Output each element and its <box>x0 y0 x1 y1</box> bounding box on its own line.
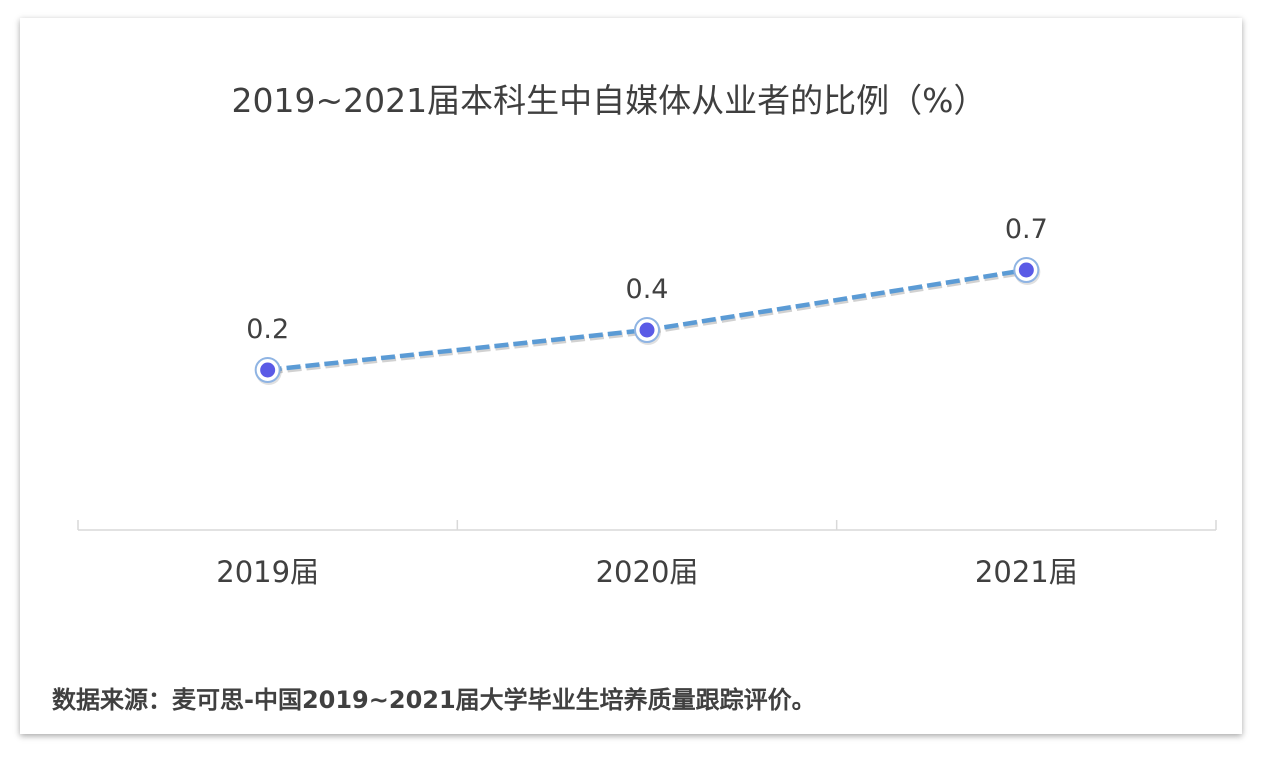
source-note: 数据来源：麦可思-中国2019~2021届大学毕业生培养质量跟踪评价。 <box>52 686 816 714</box>
chart-card: 2019~2021届本科生中自媒体从业者的比例（%） 2019届 2020届 202… <box>20 18 1242 734</box>
data-label: 0.7 <box>1005 214 1048 245</box>
data-point <box>260 362 276 378</box>
data-label: 0.4 <box>626 274 669 305</box>
data-label: 0.2 <box>246 314 289 345</box>
chart-title: 2019~2021届本科生中自媒体从业者的比例（%） <box>231 81 987 120</box>
line-chart: 2019届 2020届 2021届 0.2 0.4 0.7 <box>77 214 1217 589</box>
x-tick-label: 2021届 <box>975 555 1078 589</box>
x-tick-label: 2020届 <box>596 555 699 589</box>
data-point <box>1018 262 1034 278</box>
x-tick-label: 2019届 <box>216 555 319 589</box>
data-point <box>639 322 655 338</box>
